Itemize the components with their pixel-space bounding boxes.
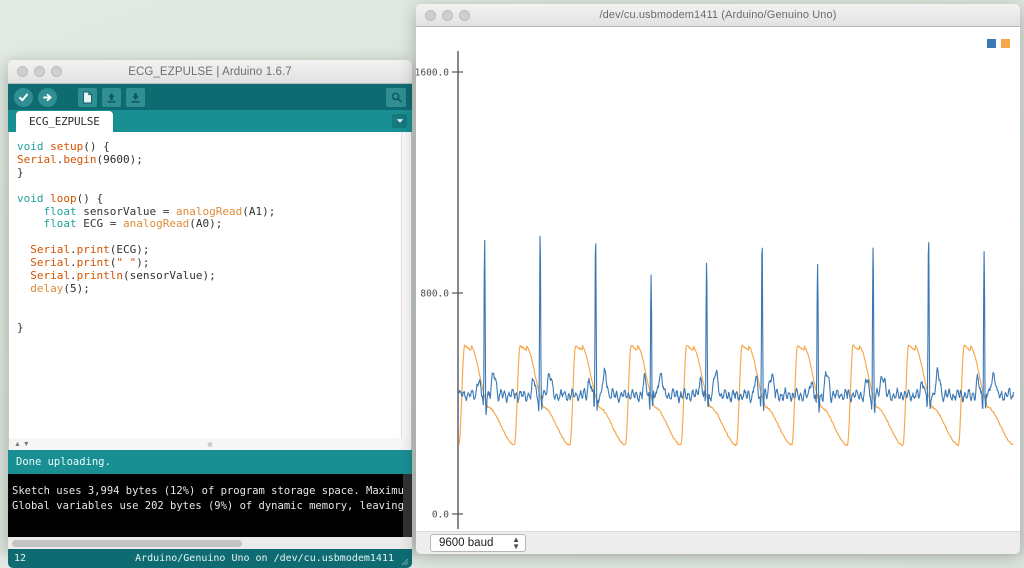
plotter-footer: 9600 baud ▲ ▼ [416,531,1020,554]
splitter-arrows-icon[interactable]: ▲▼ [14,440,32,448]
plotter-window-controls[interactable] [416,9,470,21]
plot-legend [987,39,1010,48]
magnifier-icon [391,92,402,102]
plotter-window-title: /dev/cu.usbmodem1411 (Arduino/Genuino Un… [599,9,837,21]
line-number: 12 [14,553,27,564]
legend-swatch-pulse [1001,39,1010,48]
plot-svg: 0.0 800.0 1600.0 [416,51,1015,529]
ide-status-bar: 12 Arduino/Genuino Uno on /dev/cu.usbmod… [8,549,412,568]
tab-menu-button[interactable] [392,114,407,128]
new-sketch-button[interactable] [78,87,97,107]
open-up-arrow-icon [107,92,116,103]
upload-button[interactable] [38,87,57,107]
editor-scrollbar[interactable] [401,132,411,438]
verify-button[interactable] [14,87,33,107]
plotter-titlebar: /dev/cu.usbmodem1411 (Arduino/Genuino Un… [416,4,1020,27]
legend-swatch-ecg [987,39,996,48]
minimize-button[interactable] [442,9,453,21]
serial-monitor-button[interactable] [386,87,406,107]
svg-text:800.0: 800.0 [420,289,449,300]
svg-text:0.0: 0.0 [432,510,449,521]
maximize-button[interactable] [51,66,62,77]
verify-icon [19,93,28,101]
upload-arrow-icon [43,93,52,101]
tab-ecg-ezpulse[interactable]: ECG_EZPULSE [16,111,113,132]
sketch-tab-strip: ECG_EZPULSE [8,110,412,132]
stepper-arrows-icon[interactable]: ▲ ▼ [512,535,520,551]
ide-toolbar [8,84,412,110]
chevron-down-icon [396,119,403,123]
scrollbar-thumb[interactable] [12,539,242,547]
close-button[interactable] [17,66,28,77]
editor-console-splitter[interactable]: ▲▼ [8,438,412,450]
code-text[interactable]: void setup() { Serial.begin(9600); } voi… [17,140,276,334]
ide-titlebar: ECG_EZPULSE | Arduino 1.6.7 [8,60,412,84]
baud-rate-value: 9600 baud [439,537,494,549]
close-button[interactable] [425,9,436,21]
console-scrollbar[interactable] [403,474,412,537]
minimize-button[interactable] [34,66,45,77]
ide-console[interactable]: Sketch uses 3,994 bytes (12%) of program… [8,474,412,537]
console-horizontal-scrollbar[interactable] [8,537,412,549]
svg-text:1600.0: 1600.0 [416,68,449,79]
baud-rate-select[interactable]: 9600 baud ▲ ▼ [430,534,526,552]
maximize-button[interactable] [459,9,470,21]
ide-window-controls[interactable] [8,66,62,77]
toolbar-right-group [386,87,406,107]
arduino-ide-window: ECG_EZPULSE | Arduino 1.6.7 [8,60,412,568]
open-sketch-button[interactable] [102,87,121,107]
ide-status-message: Done uploading. [8,450,412,474]
save-sketch-button[interactable] [126,87,145,107]
serial-plotter-window: /dev/cu.usbmodem1411 (Arduino/Genuino Un… [416,4,1020,554]
toolbar-main-group [14,87,145,107]
ide-window-title: ECG_EZPULSE | Arduino 1.6.7 [128,65,292,78]
save-down-arrow-icon [131,92,140,103]
plot-canvas: 0.0 800.0 1600.0 [416,27,1020,531]
code-editor[interactable]: void setup() { Serial.begin(9600); } voi… [8,132,412,438]
splitter-handle-icon[interactable] [207,441,213,447]
board-info: Arduino/Genuino Uno on /dev/cu.usbmodem1… [135,553,394,564]
new-file-icon [83,91,92,103]
resize-grip-icon[interactable] [400,557,409,566]
console-text: Sketch uses 3,994 bytes (12%) of program… [12,485,412,512]
